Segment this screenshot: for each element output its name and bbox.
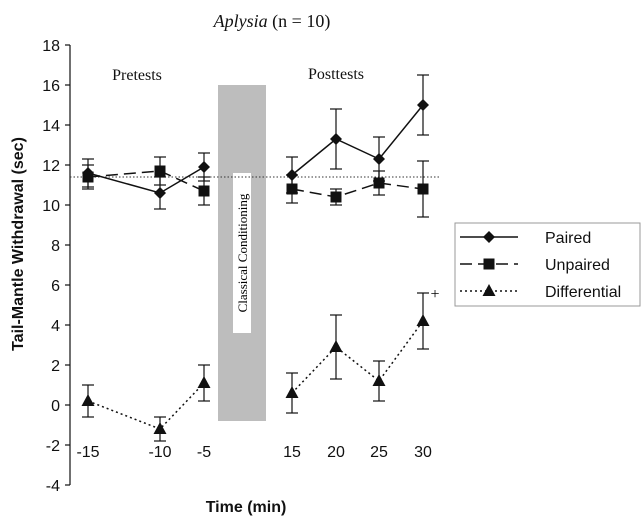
x-tick-label: 20 bbox=[327, 444, 345, 461]
pretests-label: Pretests bbox=[112, 67, 162, 84]
differential-pretest-line bbox=[87, 382, 205, 430]
paired-point bbox=[198, 161, 210, 173]
paired-posttest-line bbox=[291, 104, 424, 176]
differential-point bbox=[81, 394, 95, 406]
y-tick-label: 10 bbox=[42, 198, 60, 215]
plot-area: Aplysia (n = 10) Classical Conditioning Pr… bbox=[10, 11, 441, 516]
significance-mark: + bbox=[430, 286, 439, 303]
unpaired-point bbox=[330, 191, 342, 203]
y-tick-label: 18 bbox=[42, 38, 60, 55]
x-tick-label: -5 bbox=[197, 444, 211, 461]
x-tick-label: 15 bbox=[283, 444, 301, 461]
legend-marker-unpaired bbox=[483, 258, 495, 270]
differential-point bbox=[197, 376, 211, 388]
paired-point bbox=[330, 133, 342, 145]
series-layer: + bbox=[81, 74, 440, 442]
y-tick-label: 0 bbox=[51, 398, 60, 415]
x-axis-title: Time (min) bbox=[206, 499, 287, 516]
y-tick-label: 4 bbox=[51, 318, 60, 335]
unpaired-point bbox=[198, 185, 210, 197]
unpaired-point bbox=[154, 165, 166, 177]
y-tick-label: 8 bbox=[51, 238, 60, 255]
y-tick-label: 12 bbox=[42, 158, 60, 175]
legend-label-differential: Differential bbox=[545, 284, 621, 301]
legend-label-unpaired: Unpaired bbox=[545, 257, 610, 274]
paired-point bbox=[373, 153, 385, 165]
x-tick-label: -10 bbox=[148, 444, 171, 461]
y-tick-label: 16 bbox=[42, 78, 60, 95]
y-axis-title: Tail-Mantle Withdrawal (sec) bbox=[10, 137, 27, 351]
unpaired-point bbox=[82, 171, 94, 183]
unpaired-point bbox=[417, 183, 429, 195]
differential-posttest-line bbox=[291, 320, 424, 394]
differential-point bbox=[372, 374, 386, 386]
legend-label-paired: Paired bbox=[545, 230, 591, 247]
unpaired-point bbox=[373, 177, 385, 189]
y-tick-label: -4 bbox=[46, 478, 60, 495]
legend-marker-paired bbox=[483, 231, 495, 243]
y-tick-label: -2 bbox=[46, 438, 60, 455]
chart-title-rest: (n = 10) bbox=[268, 11, 331, 32]
paired-pretest-line bbox=[87, 166, 205, 194]
x-tick-label: 30 bbox=[414, 444, 432, 461]
posttests-label: Posttests bbox=[308, 66, 364, 83]
unpaired-posttest-line bbox=[291, 182, 424, 198]
chart-title: Aplysia (n = 10) bbox=[213, 11, 331, 32]
y-tick-label: 2 bbox=[51, 358, 60, 375]
paired-point bbox=[417, 99, 429, 111]
legend-marker-differential bbox=[482, 284, 496, 296]
differential-point bbox=[285, 386, 299, 398]
y-tick-label: 14 bbox=[42, 118, 60, 135]
differential-point bbox=[153, 422, 167, 434]
y-tick-label: 6 bbox=[51, 278, 60, 295]
x-tick-label: -15 bbox=[76, 444, 99, 461]
differential-point bbox=[329, 340, 343, 352]
differential-point bbox=[416, 314, 430, 326]
conditioning-label-box bbox=[233, 173, 251, 333]
unpaired-point bbox=[286, 183, 298, 195]
conditioning-label: Classical Conditioning bbox=[235, 193, 250, 312]
unpaired-pretest-line bbox=[87, 170, 205, 192]
x-tick-label: 25 bbox=[370, 444, 388, 461]
legend: Paired Unpaired Differential bbox=[454, 222, 641, 307]
paired-point bbox=[154, 187, 166, 199]
chart-title-italic: Aplysia bbox=[213, 11, 268, 31]
